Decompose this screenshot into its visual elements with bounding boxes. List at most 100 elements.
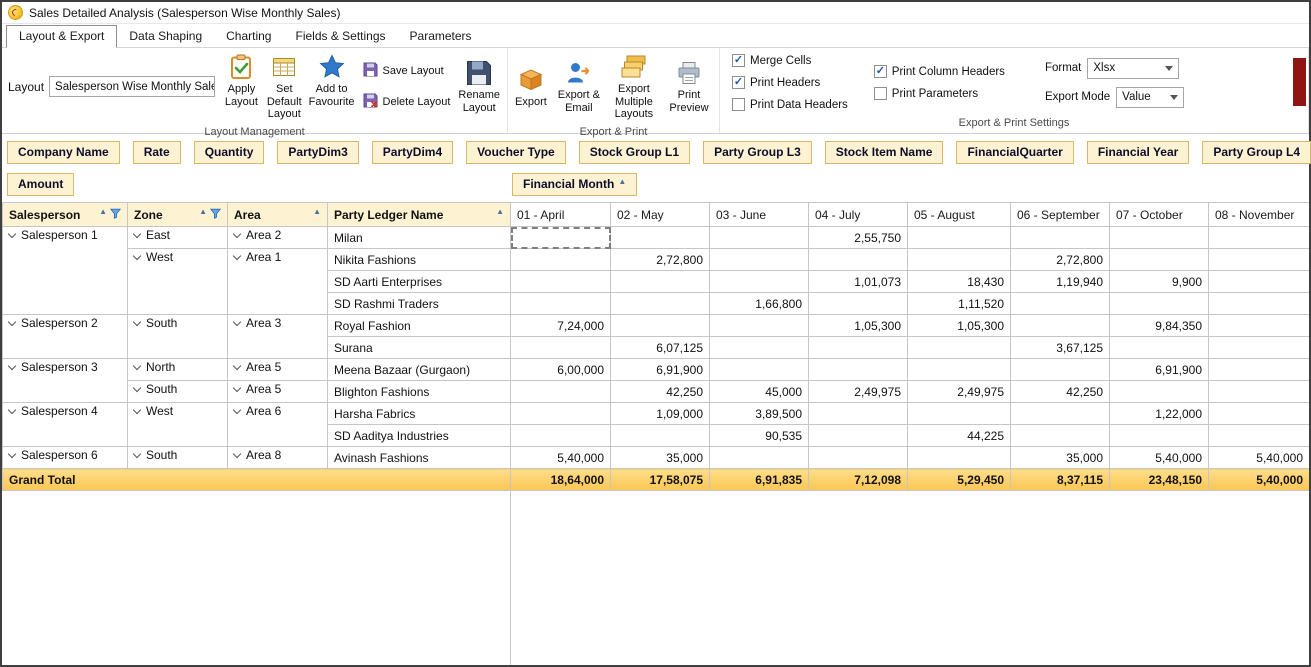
data-cell[interactable]: [511, 403, 611, 425]
party-ledger-cell[interactable]: Blighton Fashions: [328, 381, 511, 403]
checkbox-print-parameters[interactable]: Print Parameters: [874, 87, 1005, 100]
field-chip-quantity[interactable]: Quantity: [194, 141, 265, 164]
data-cell[interactable]: 1,05,300: [908, 315, 1011, 337]
data-cell[interactable]: [710, 447, 809, 469]
data-cell[interactable]: [1110, 337, 1209, 359]
data-cell[interactable]: [908, 337, 1011, 359]
data-cell[interactable]: [1011, 425, 1110, 447]
field-chip-company-name[interactable]: Company Name: [7, 141, 120, 164]
data-cell[interactable]: [710, 271, 809, 293]
field-chip-amount[interactable]: Amount: [7, 173, 74, 196]
data-cell[interactable]: 18,430: [908, 271, 1011, 293]
party-ledger-cell[interactable]: SD Aaditya Industries: [328, 425, 511, 447]
data-cell[interactable]: [511, 337, 611, 359]
area-group-cell[interactable]: Area 2: [228, 227, 328, 249]
column-header-02-may[interactable]: 02 - May: [611, 203, 710, 227]
data-cell[interactable]: 9,900: [1110, 271, 1209, 293]
data-cell[interactable]: 2,72,800: [611, 249, 710, 271]
column-header-01-april[interactable]: 01 - April: [511, 203, 611, 227]
data-cell[interactable]: [611, 227, 710, 249]
field-chip-financialquarter[interactable]: FinancialQuarter: [956, 141, 1073, 164]
data-cell[interactable]: [1011, 293, 1110, 315]
data-cell[interactable]: [710, 359, 809, 381]
data-cell[interactable]: [1011, 403, 1110, 425]
field-chip-stock-item-name[interactable]: Stock Item Name: [825, 141, 944, 164]
data-cell[interactable]: [611, 293, 710, 315]
field-chip-financial-year[interactable]: Financial Year: [1087, 141, 1190, 164]
area-group-cell[interactable]: Area 5: [228, 359, 328, 381]
zone-group-cell[interactable]: North: [128, 359, 228, 381]
data-cell[interactable]: [908, 447, 1011, 469]
data-cell[interactable]: [1209, 315, 1310, 337]
filter-icon[interactable]: [110, 208, 121, 222]
salesperson-group-cell[interactable]: Salesperson 6: [3, 447, 128, 469]
area-group-cell[interactable]: Area 8: [228, 447, 328, 469]
button-set-default-layout[interactable]: Set Default Layout: [265, 51, 304, 123]
menu-tab-layout-export[interactable]: Layout & Export: [6, 25, 117, 48]
field-chip-partydim3[interactable]: PartyDim3: [277, 141, 358, 164]
data-cell[interactable]: 5,40,000: [1209, 447, 1310, 469]
data-cell[interactable]: [1209, 271, 1310, 293]
button-save-layout[interactable]: Save Layout: [363, 62, 451, 80]
data-cell[interactable]: 7,24,000: [511, 315, 611, 337]
format-select[interactable]: Xlsx: [1087, 58, 1179, 79]
data-cell[interactable]: [710, 249, 809, 271]
data-cell[interactable]: 6,91,900: [1110, 359, 1209, 381]
button-export-email[interactable]: Export & Email: [555, 57, 603, 116]
data-cell[interactable]: [710, 337, 809, 359]
data-cell[interactable]: 2,49,975: [809, 381, 908, 403]
data-cell[interactable]: 9,84,350: [1110, 315, 1209, 337]
data-cell[interactable]: [809, 293, 908, 315]
data-cell[interactable]: [1011, 315, 1110, 337]
data-cell[interactable]: 6,07,125: [611, 337, 710, 359]
data-cell[interactable]: [511, 425, 611, 447]
data-cell[interactable]: [611, 425, 710, 447]
column-header-08-november[interactable]: 08 - November: [1209, 203, 1310, 227]
party-ledger-cell[interactable]: SD Rashmi Traders: [328, 293, 511, 315]
data-cell[interactable]: [1110, 381, 1209, 403]
area-group-cell[interactable]: Area 3: [228, 315, 328, 359]
data-cell[interactable]: 1,01,073: [809, 271, 908, 293]
menu-tab-parameters[interactable]: Parameters: [398, 26, 484, 47]
data-cell[interactable]: [1209, 293, 1310, 315]
field-chip-party-group-l3[interactable]: Party Group L3: [703, 141, 812, 164]
data-cell[interactable]: 6,00,000: [511, 359, 611, 381]
zone-group-cell[interactable]: South: [128, 447, 228, 469]
zone-group-cell[interactable]: South: [128, 315, 228, 359]
party-ledger-cell[interactable]: SD Aarti Enterprises: [328, 271, 511, 293]
data-cell[interactable]: [1110, 425, 1209, 447]
zone-group-cell[interactable]: West: [128, 249, 228, 315]
data-cell[interactable]: [511, 249, 611, 271]
data-cell[interactable]: [1209, 359, 1310, 381]
salesperson-group-cell[interactable]: Salesperson 2: [3, 315, 128, 359]
party-ledger-cell[interactable]: Royal Fashion: [328, 315, 511, 337]
menu-tab-charting[interactable]: Charting: [214, 26, 283, 47]
data-cell[interactable]: 2,49,975: [908, 381, 1011, 403]
button-print-preview[interactable]: Print Preview: [665, 57, 713, 116]
filter-icon[interactable]: [210, 208, 221, 222]
data-cell[interactable]: [809, 337, 908, 359]
zone-group-cell[interactable]: West: [128, 403, 228, 447]
data-cell[interactable]: 42,250: [611, 381, 710, 403]
party-ledger-cell[interactable]: Meena Bazaar (Gurgaon): [328, 359, 511, 381]
field-chip-partydim4[interactable]: PartyDim4: [372, 141, 453, 164]
data-cell[interactable]: 35,000: [1011, 447, 1110, 469]
button-add-to-favourite[interactable]: Add to Favourite: [308, 51, 356, 110]
button-export[interactable]: Export: [514, 64, 548, 111]
button-rename-layout[interactable]: Rename Layout: [457, 57, 501, 116]
data-cell[interactable]: [908, 359, 1011, 381]
data-cell[interactable]: [1209, 227, 1310, 249]
export-mode-select[interactable]: Value: [1116, 87, 1184, 108]
field-chip-voucher-type[interactable]: Voucher Type: [466, 141, 566, 164]
data-cell[interactable]: [908, 249, 1011, 271]
column-header-05-august[interactable]: 05 - August: [908, 203, 1011, 227]
data-cell[interactable]: [1110, 227, 1209, 249]
zone-group-cell[interactable]: East: [128, 227, 228, 249]
zone-group-cell[interactable]: South: [128, 381, 228, 403]
column-header-area[interactable]: Area▲: [228, 203, 328, 227]
data-cell[interactable]: [710, 227, 809, 249]
data-cell[interactable]: 1,22,000: [1110, 403, 1209, 425]
data-cell[interactable]: 2,72,800: [1011, 249, 1110, 271]
data-cell[interactable]: 90,535: [710, 425, 809, 447]
data-cell[interactable]: [511, 227, 611, 249]
